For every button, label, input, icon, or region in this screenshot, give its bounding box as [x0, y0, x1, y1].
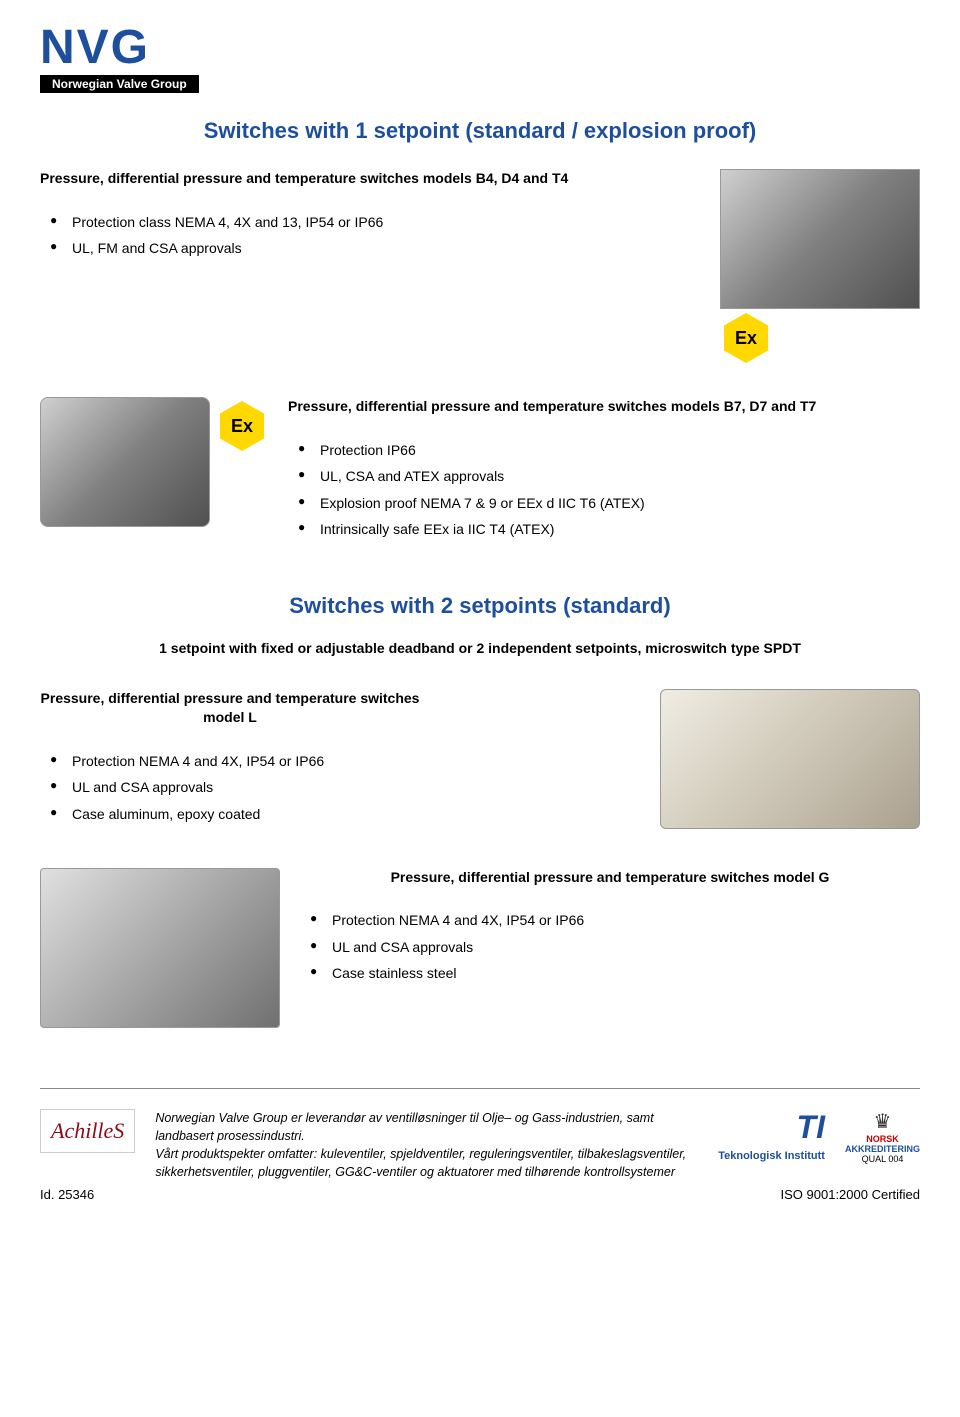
page-title-1: Switches with 1 setpoint (standard / exp… — [40, 118, 920, 144]
ti-logo-icon: TI — [797, 1109, 825, 1145]
section2-heading: Pressure, differential pressure and temp… — [288, 397, 920, 417]
footer: AchilleS Norwegian Valve Group er levera… — [40, 1088, 920, 1203]
bullet-item: Protection IP66 — [298, 437, 920, 464]
nvg-logo-subtitle: Norwegian Valve Group — [40, 75, 199, 93]
bullet-item: UL and CSA approvals — [310, 934, 920, 961]
footer-bottom-row: Id. 25346 ISO 9001:2000 Certified — [40, 1187, 920, 1202]
product-image-model-g — [40, 868, 280, 1028]
ti-logo-text: Teknologisk Institutt — [718, 1150, 825, 1162]
na-line2: AKKREDITERING — [845, 1144, 920, 1154]
nvg-logo-text: NVG — [40, 20, 150, 75]
footer-id: Id. 25346 — [40, 1187, 94, 1202]
ti-logo-block: TI Teknologisk Institutt — [718, 1109, 825, 1162]
bullet-item: Case aluminum, epoxy coated — [50, 801, 640, 828]
section2-bullets: Protection IP66 UL, CSA and ATEX approva… — [288, 437, 920, 543]
product-image-model-l — [660, 689, 920, 829]
footer-text-1: Norwegian Valve Group er leverandør av v… — [155, 1111, 653, 1143]
section-2: Ex Pressure, differential pressure and t… — [40, 397, 920, 553]
section4-heading: Pressure, differential pressure and temp… — [300, 868, 920, 888]
bullet-item: Explosion proof NEMA 7 & 9 or EEx d IIC … — [298, 490, 920, 517]
bullet-item: UL and CSA approvals — [50, 774, 640, 801]
bullet-item: Intrinsically safe EEx ia IIC T4 (ATEX) — [298, 516, 920, 543]
bullet-item: Protection NEMA 4 and 4X, IP54 or IP66 — [310, 907, 920, 934]
na-line1: NORSK — [845, 1134, 920, 1144]
section-4: Pressure, differential pressure and temp… — [40, 868, 920, 1028]
section1-bullets: Protection class NEMA 4, 4X and 13, IP54… — [40, 209, 700, 262]
bullet-item: UL, CSA and ATEX approvals — [298, 463, 920, 490]
achilles-logo: AchilleS — [40, 1109, 135, 1153]
footer-text-2: Vårt produktspekter omfatter: kuleventil… — [155, 1147, 686, 1179]
product-image-b7 — [40, 397, 210, 527]
footer-cert: ISO 9001:2000 Certified — [781, 1187, 920, 1202]
header-logo: NVG Norwegian Valve Group — [40, 20, 920, 93]
bullet-item: Case stainless steel — [310, 960, 920, 987]
section1-heading: Pressure, differential pressure and temp… — [40, 169, 700, 189]
bullet-item: Protection NEMA 4 and 4X, IP54 or IP66 — [50, 748, 640, 775]
section3-bullets: Protection NEMA 4 and 4X, IP54 or IP66 U… — [40, 748, 640, 828]
norsk-akkreditering-logo: ♛ NORSK AKKREDITERING QUAL 004 — [845, 1109, 920, 1164]
section-1: Pressure, differential pressure and temp… — [40, 169, 920, 367]
bullet-item: Protection class NEMA 4, 4X and 13, IP54… — [50, 209, 700, 236]
na-line3: QUAL 004 — [845, 1154, 920, 1164]
page-title-2: Switches with 2 setpoints (standard) — [40, 593, 920, 619]
section-3: Pressure, differential pressure and temp… — [40, 689, 920, 838]
ex-badge-icon: Ex — [724, 313, 768, 363]
ex-badge-icon: Ex — [220, 401, 264, 451]
bullet-item: UL, FM and CSA approvals — [50, 235, 700, 262]
section4-bullets: Protection NEMA 4 and 4X, IP54 or IP66 U… — [300, 907, 920, 987]
footer-text: Norwegian Valve Group er leverandør av v… — [155, 1109, 698, 1182]
subtitle-2: 1 setpoint with fixed or adjustable dead… — [40, 639, 920, 659]
product-image-b4 — [720, 169, 920, 309]
crown-icon: ♛ — [845, 1109, 920, 1134]
section3-heading: Pressure, differential pressure and temp… — [40, 689, 420, 728]
